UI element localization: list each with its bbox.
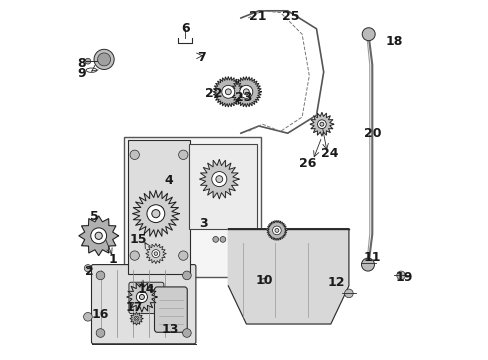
Circle shape <box>182 271 191 280</box>
Circle shape <box>361 258 374 271</box>
Circle shape <box>135 318 137 320</box>
Circle shape <box>364 258 372 267</box>
Text: 1: 1 <box>108 253 117 266</box>
Text: 24: 24 <box>321 147 338 159</box>
Circle shape <box>222 85 234 98</box>
Circle shape <box>154 252 157 256</box>
Circle shape <box>225 89 231 95</box>
Text: 5: 5 <box>90 210 99 222</box>
Polygon shape <box>126 282 157 312</box>
Polygon shape <box>130 312 142 325</box>
Circle shape <box>83 312 92 321</box>
Circle shape <box>220 237 225 242</box>
Circle shape <box>396 271 405 280</box>
Text: 21: 21 <box>249 10 266 23</box>
Polygon shape <box>213 77 243 107</box>
Circle shape <box>94 49 114 69</box>
Circle shape <box>136 292 147 302</box>
Text: 8: 8 <box>77 57 86 69</box>
Text: 15: 15 <box>129 233 147 246</box>
FancyBboxPatch shape <box>91 265 196 344</box>
Circle shape <box>182 329 191 337</box>
Text: 13: 13 <box>161 323 178 336</box>
Circle shape <box>146 205 164 222</box>
Circle shape <box>154 206 163 215</box>
Text: 16: 16 <box>91 309 108 321</box>
Circle shape <box>212 237 218 242</box>
Circle shape <box>84 265 91 272</box>
Circle shape <box>272 226 281 235</box>
Polygon shape <box>79 216 118 256</box>
Circle shape <box>344 289 352 298</box>
Text: 23: 23 <box>234 91 252 104</box>
Circle shape <box>139 294 144 300</box>
Text: 11: 11 <box>363 251 380 264</box>
Circle shape <box>91 228 106 244</box>
Circle shape <box>319 122 323 126</box>
Circle shape <box>362 28 374 41</box>
Bar <box>188 144 257 229</box>
FancyBboxPatch shape <box>154 287 187 332</box>
Text: 26: 26 <box>298 157 316 170</box>
Text: 18: 18 <box>385 35 402 48</box>
Text: 22: 22 <box>205 87 222 100</box>
Text: 20: 20 <box>363 127 380 140</box>
Text: 2: 2 <box>84 265 93 278</box>
Circle shape <box>178 150 187 159</box>
Polygon shape <box>231 77 261 107</box>
Circle shape <box>134 316 139 321</box>
Circle shape <box>274 229 278 232</box>
Text: 9: 9 <box>77 67 86 80</box>
Text: 6: 6 <box>181 22 189 35</box>
Polygon shape <box>266 220 286 240</box>
Circle shape <box>130 251 139 260</box>
Circle shape <box>96 271 104 280</box>
Circle shape <box>85 58 91 64</box>
Bar <box>123 137 260 277</box>
Text: 14: 14 <box>138 283 155 296</box>
Circle shape <box>317 120 325 129</box>
Circle shape <box>95 232 102 239</box>
Circle shape <box>211 172 226 186</box>
Text: 25: 25 <box>281 10 299 23</box>
Circle shape <box>178 251 187 260</box>
Text: 12: 12 <box>327 276 345 289</box>
Circle shape <box>152 250 160 258</box>
Polygon shape <box>145 244 165 264</box>
Circle shape <box>215 176 222 183</box>
Polygon shape <box>309 112 333 136</box>
Polygon shape <box>228 229 348 324</box>
Polygon shape <box>132 190 179 237</box>
Circle shape <box>151 210 160 218</box>
Text: 19: 19 <box>395 271 412 284</box>
Text: 7: 7 <box>197 51 205 64</box>
Text: 17: 17 <box>126 301 143 314</box>
FancyBboxPatch shape <box>129 282 163 314</box>
Circle shape <box>239 85 252 98</box>
Text: 3: 3 <box>199 217 207 230</box>
Text: 4: 4 <box>164 174 173 186</box>
Bar <box>127 140 190 274</box>
Circle shape <box>130 150 139 159</box>
Text: 10: 10 <box>255 274 272 287</box>
Polygon shape <box>199 159 239 199</box>
Circle shape <box>96 329 104 337</box>
Circle shape <box>243 89 249 95</box>
Circle shape <box>98 53 110 66</box>
